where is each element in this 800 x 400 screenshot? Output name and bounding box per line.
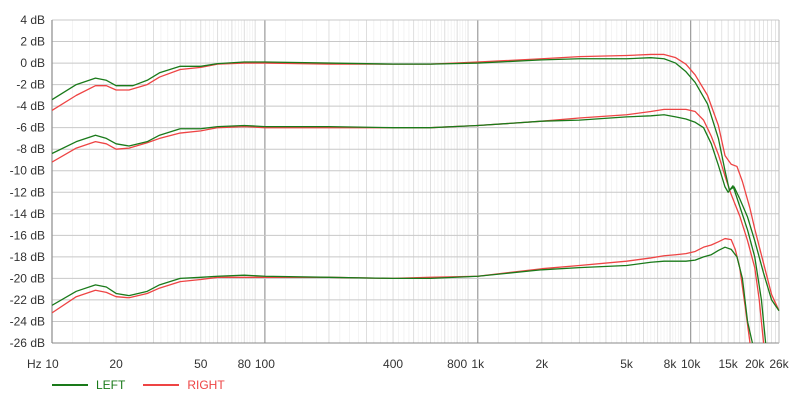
legend-label-right: RIGHT [187, 378, 225, 392]
x-tick-label: 2k [536, 357, 550, 371]
y-tick-label: 0 dB [20, 56, 45, 70]
y-tick-label: -22 dB [10, 293, 45, 307]
y-tick-label: -2 dB [16, 78, 45, 92]
x-tick-label: 20 [109, 357, 123, 371]
y-tick-label: 4 dB [20, 13, 45, 27]
x-tick-label: 100 [255, 357, 275, 371]
y-tick-label: -24 dB [10, 314, 45, 328]
legend-swatch-left [52, 384, 88, 386]
x-tick-label: 400 [383, 357, 403, 371]
axes [51, 20, 780, 344]
x-tick-label: 15k [718, 357, 738, 371]
x-tick-label: 1k [471, 357, 485, 371]
x-tick-label: 50 [194, 357, 208, 371]
y-tick-label: -12 dB [10, 185, 45, 199]
y-tick-label: -8 dB [16, 142, 45, 156]
legend-label-left: LEFT [96, 378, 126, 392]
x-tick-label: 20k [745, 357, 765, 371]
legend: LEFT RIGHT [52, 378, 243, 392]
x-tick-label: 10 [45, 357, 59, 371]
y-tick-label: -14 dB [10, 207, 45, 221]
legend-swatch-right [143, 384, 180, 386]
x-unit-label: Hz [27, 357, 42, 371]
x-tick-label: 8k [664, 357, 678, 371]
x-tick-label: 800 [447, 357, 467, 371]
y-tick-label: -16 dB [10, 228, 45, 242]
y-tick-label: -20 dB [10, 271, 45, 285]
y-tick-label: -18 dB [10, 250, 45, 264]
y-tick-label: 2 dB [20, 35, 45, 49]
series-line-right--20db [52, 237, 751, 344]
series-line-left--6db [52, 114, 767, 344]
y-tick-label: -10 dB [10, 164, 45, 178]
x-tick-label: 10k [681, 357, 701, 371]
legend-item-right: RIGHT [143, 378, 225, 392]
series-line-left--20db [52, 246, 754, 344]
series-lines [52, 53, 780, 344]
y-tick-label: -26 dB [10, 336, 45, 350]
series-line-right--6db [52, 108, 765, 344]
x-tick-label: 26k [769, 357, 789, 371]
grid [51, 19, 780, 344]
tick-labels: 4 dB 2 dB 0 dB -2 dB -4 dB -6 dB -8 dB -10 dB -1… [10, 13, 790, 371]
y-tick-label: -6 dB [16, 121, 45, 135]
series-line-right-0db [52, 53, 780, 311]
series-line-left-0db [52, 57, 780, 312]
x-tick-label: 5k [620, 357, 634, 371]
x-tick-label: 80 [238, 357, 252, 371]
series-clip-group [52, 53, 780, 344]
legend-item-left: LEFT [52, 378, 125, 392]
y-tick-label: -4 dB [16, 99, 45, 113]
